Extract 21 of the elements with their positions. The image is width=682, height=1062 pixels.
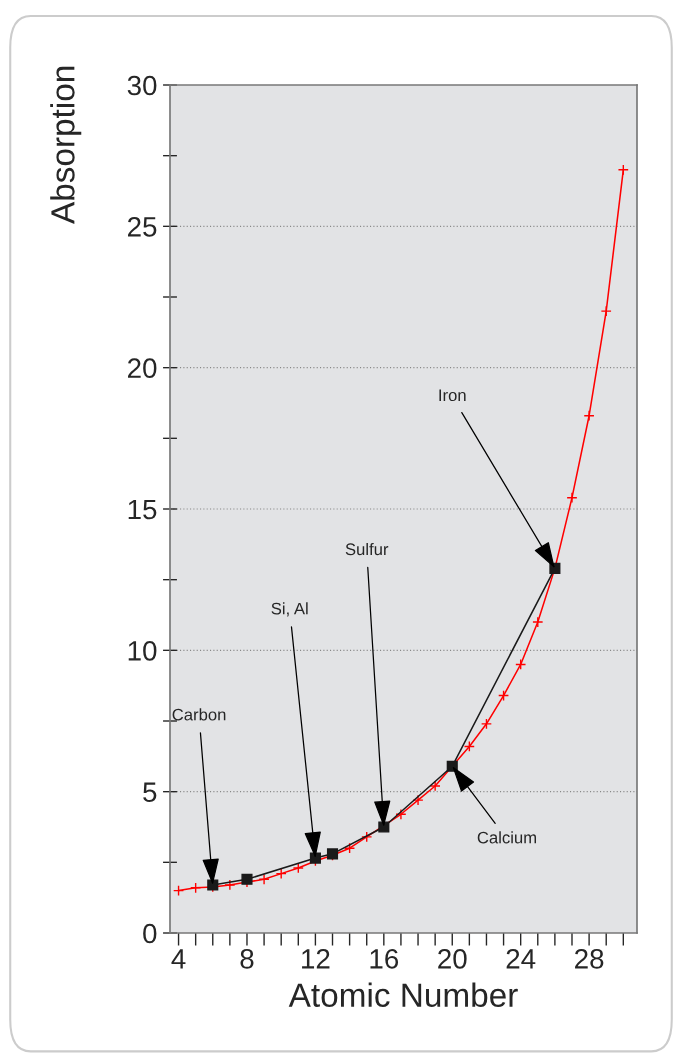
x-tick-label: 16 bbox=[370, 949, 399, 969]
x-axis-title: Atomic Number bbox=[288, 982, 518, 1007]
y-tick-label: 25 bbox=[128, 217, 157, 237]
y-tick-label: 10 bbox=[128, 641, 157, 661]
y-tick-label: 0 bbox=[143, 923, 157, 944]
x-tick-label: 20 bbox=[438, 949, 467, 969]
y-tick-label: 20 bbox=[128, 358, 157, 379]
y-tick-label: 5 bbox=[143, 782, 157, 803]
x-tick-label: 4 bbox=[171, 949, 186, 969]
annotation: Calcium bbox=[477, 831, 536, 844]
x-tick-label: 8 bbox=[240, 949, 254, 969]
y-axis-title: Absorption bbox=[50, 66, 82, 224]
annotation: Sulfur bbox=[345, 542, 389, 556]
y-tick-label: 15 bbox=[128, 499, 157, 520]
annotation: Carbon bbox=[172, 708, 226, 721]
x-tick-label: 24 bbox=[506, 949, 536, 969]
annotation: Iron bbox=[439, 389, 466, 402]
y-tick-label: 30 bbox=[127, 75, 157, 96]
x-tick-label: 28 bbox=[575, 949, 604, 969]
x-tick-label: 12 bbox=[302, 949, 330, 969]
annotation: Si, Al bbox=[271, 602, 308, 617]
